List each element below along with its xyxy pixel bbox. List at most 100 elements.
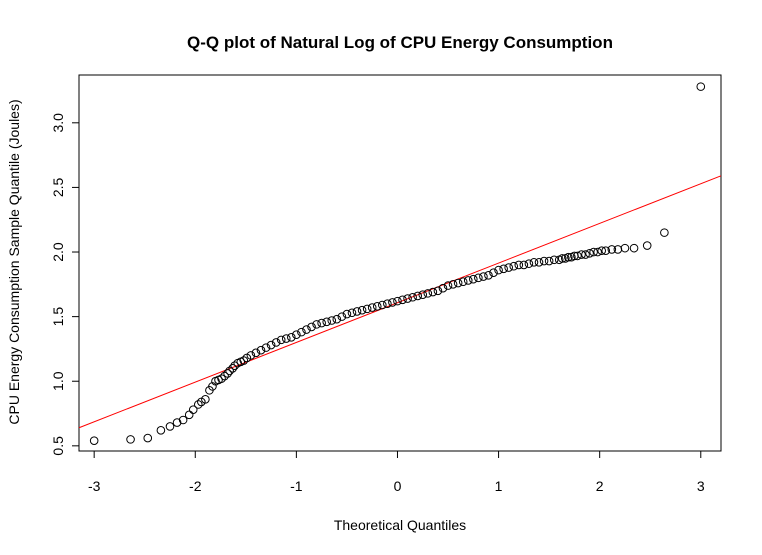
y-tick-label: 3.0 <box>50 113 66 133</box>
sample-point <box>347 308 357 318</box>
sample-point <box>297 327 306 337</box>
sample-point <box>468 274 478 284</box>
sample-point <box>126 435 135 444</box>
sample-point <box>607 245 617 254</box>
sample-point <box>577 250 586 259</box>
sample-point <box>499 264 508 274</box>
sample-point <box>620 243 630 253</box>
sample-point <box>217 374 226 383</box>
x-tick-label: 0 <box>394 478 402 494</box>
sample-point <box>312 320 321 329</box>
sample-point <box>178 415 188 425</box>
sample-point <box>357 305 367 315</box>
sample-point <box>418 290 428 299</box>
sample-point <box>629 243 639 253</box>
sample-point <box>544 256 554 266</box>
sample-point <box>585 249 594 258</box>
sample-point <box>165 422 175 431</box>
y-axis: 0.5 1.0 1.5 2.0 2.5 3.0 <box>50 113 80 456</box>
sample-point <box>589 247 598 257</box>
sample-point <box>223 369 232 378</box>
x-axis: -3 -2 -1 0 1 2 3 <box>88 450 705 494</box>
sample-point <box>504 263 513 272</box>
sample-point <box>201 395 210 404</box>
x-axis-label: Theoretical Quantiles <box>334 517 466 533</box>
sample-point <box>388 298 397 307</box>
sample-point <box>479 272 488 281</box>
sample-point <box>539 256 549 266</box>
y-tick-label: 1.0 <box>50 371 66 391</box>
sample-point <box>489 268 498 277</box>
sample-point <box>378 300 387 310</box>
y-tick-label: 2.5 <box>50 177 66 197</box>
sample-point <box>156 426 166 435</box>
sample-point <box>271 338 281 347</box>
sample-point <box>246 351 256 360</box>
sample-point <box>443 281 453 290</box>
x-tick-label: -3 <box>88 478 101 494</box>
y-tick-label: 2.0 <box>50 242 66 262</box>
x-tick-label: 3 <box>697 478 705 494</box>
sample-point <box>458 277 468 287</box>
sample-point <box>660 228 669 237</box>
sample-point <box>453 278 463 288</box>
sample-point <box>208 382 217 391</box>
qq-reference-line <box>78 175 722 429</box>
sample-point <box>266 340 276 350</box>
sample-point <box>519 260 529 270</box>
sample-point <box>557 254 567 263</box>
y-axis-label: CPU Energy Consumption Sample Quantile (… <box>6 99 22 424</box>
sample-points-layer <box>89 82 706 445</box>
x-tick-label: -1 <box>290 478 303 494</box>
sample-point <box>225 366 234 376</box>
sample-point <box>696 82 706 91</box>
sample-point <box>362 304 372 314</box>
sample-point <box>597 246 606 256</box>
sample-point <box>398 295 407 305</box>
sample-point <box>514 260 524 270</box>
sample-point <box>438 283 448 293</box>
sample-point <box>383 299 392 309</box>
x-tick-label: -2 <box>189 478 202 494</box>
sample-point <box>367 303 377 312</box>
sample-point <box>327 316 337 325</box>
sample-point <box>287 332 296 342</box>
x-tick-label: 1 <box>495 478 503 494</box>
sample-point <box>188 405 198 414</box>
sample-point <box>372 301 382 311</box>
sample-point <box>534 258 544 267</box>
sample-point <box>524 259 534 268</box>
sample-point <box>281 334 291 343</box>
sample-point <box>494 265 503 275</box>
sample-point <box>642 241 652 250</box>
sample-point <box>474 273 483 283</box>
sample-point <box>184 410 194 420</box>
sample-point <box>433 286 443 296</box>
sample-point <box>549 255 559 265</box>
sample-point <box>463 276 473 285</box>
sample-point <box>261 343 271 352</box>
sample-point <box>228 364 237 373</box>
sample-point <box>172 418 182 427</box>
sample-point <box>342 309 352 319</box>
sample-point <box>317 318 326 328</box>
sample-point <box>307 322 316 332</box>
sample-point <box>194 400 203 409</box>
sample-point <box>256 345 266 355</box>
sample-point <box>581 250 590 259</box>
sample-point <box>292 330 301 340</box>
sample-point <box>408 292 417 302</box>
sample-point <box>564 252 573 262</box>
sample-point <box>423 289 433 298</box>
sample-point <box>484 270 493 280</box>
sample-point <box>593 247 602 257</box>
y-tick-label: 1.5 <box>50 307 66 327</box>
chart-title: Q-Q plot of Natural Log of CPU Energy Co… <box>187 33 613 52</box>
sample-point <box>322 317 332 327</box>
sample-point <box>302 325 311 334</box>
sample-point <box>337 312 347 321</box>
sample-point <box>413 291 422 301</box>
sample-point <box>573 251 582 261</box>
sample-point <box>89 436 99 445</box>
